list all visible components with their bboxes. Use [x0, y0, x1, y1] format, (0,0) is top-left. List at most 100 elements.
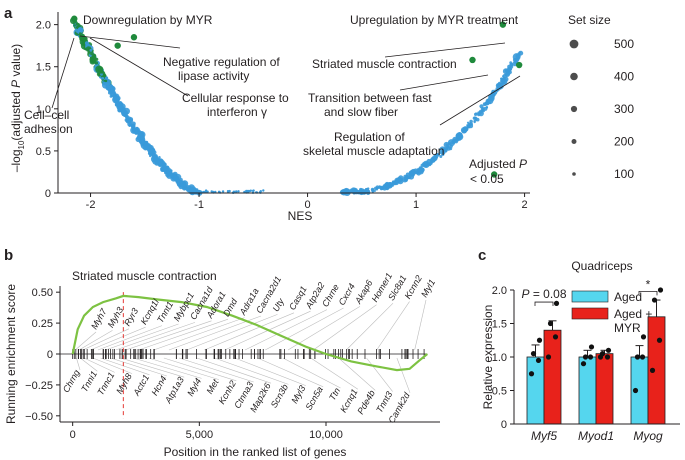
gene-set-point — [235, 190, 238, 193]
significance-bracket — [638, 290, 658, 296]
gene-set-point — [84, 41, 89, 46]
gene-label-top: Akap6 — [353, 278, 375, 306]
annotation-cell-adhesion-line2: adhesion — [24, 122, 73, 136]
gene-set-point — [123, 107, 130, 115]
gene-set-point — [382, 184, 386, 188]
panel-b-x-ticks: 0 5,000 10,000 — [70, 422, 343, 441]
gene-set-point — [472, 116, 476, 120]
gene-set-point — [100, 73, 103, 76]
size-legend-dot — [570, 105, 578, 113]
gene-set-point — [162, 162, 167, 167]
gene-set-point — [104, 79, 108, 83]
gene-set-point — [456, 133, 464, 141]
panel-a-x-label: NES — [288, 209, 313, 223]
gene-set-point — [122, 113, 126, 116]
gene-set-point — [179, 180, 184, 184]
y-tick-label: 0 — [501, 419, 507, 431]
gene-set-point — [465, 126, 469, 130]
gene-set-point — [184, 184, 187, 188]
bar-groups — [526, 287, 666, 425]
gene-label-bottom: Chrng — [61, 368, 82, 394]
data-point — [535, 357, 542, 363]
gene-leader-line — [120, 357, 185, 378]
gene-set-point — [237, 190, 240, 193]
gene-label-bottom: Myl4 — [185, 376, 203, 397]
panel-c-y-ticks: 0 0.5 1.0 1.5 2.0 — [492, 285, 514, 431]
highlighted-gene-set-point — [71, 15, 78, 22]
panel-b-y-label: Running enrichment score — [4, 284, 18, 424]
gene-leader-line — [204, 312, 295, 351]
gene-set-point — [401, 178, 404, 181]
gene-set-point — [99, 76, 102, 79]
gene-leader-line — [90, 326, 146, 351]
gene-set-point — [442, 147, 446, 151]
panel-c-label: c — [478, 247, 486, 264]
gene-set-point — [95, 57, 99, 61]
size-legend-dot — [570, 72, 578, 81]
size-legend-dot — [569, 39, 579, 49]
x-tick-label: 5,000 — [186, 429, 214, 441]
gene-leader-line — [100, 357, 150, 376]
data-point — [536, 337, 543, 343]
gene-label-top: Ryr3 — [122, 306, 140, 327]
y-tick-label: 2.0 — [492, 285, 507, 297]
gene-label-bottom: Met — [205, 377, 221, 395]
panel-a-label: a — [4, 5, 13, 22]
gene-set-point — [136, 129, 139, 132]
gene-set-point — [195, 188, 199, 191]
gene-leader-line — [234, 357, 306, 386]
gene-set-point — [143, 143, 149, 148]
gene-label-bottom: Actc1 — [131, 373, 151, 398]
gene-label-top: Myh3 — [106, 305, 126, 329]
panel-b-title: Striated muscle contraction — [72, 269, 217, 283]
highlighted-gene-set-point — [490, 171, 498, 178]
gene-set-point — [449, 147, 453, 151]
x-tick-label: 1 — [413, 199, 419, 211]
significance-p-value: P = 0.08 — [521, 287, 566, 301]
gene-set-point — [509, 63, 514, 67]
gene-leader-line — [214, 357, 289, 385]
gene-set-point — [433, 153, 439, 159]
y-tick-label: 0.5 — [492, 386, 507, 398]
gene-set-point — [479, 104, 484, 109]
panel-a-leader-lines — [51, 35, 521, 126]
gene-set-point — [105, 85, 110, 89]
size-legend-label: 200 — [614, 135, 634, 149]
category-label: Myf5 — [531, 429, 557, 443]
gene-set-point — [73, 24, 76, 27]
gene-set-point — [427, 162, 432, 166]
size-legend-title: Set size — [568, 13, 611, 27]
gene-set-point — [142, 136, 145, 140]
gene-set-point — [127, 121, 133, 127]
gene-set-point — [409, 170, 413, 175]
gene-set-point — [95, 65, 103, 74]
gene-set-point — [141, 141, 145, 145]
gene-set-point — [408, 174, 415, 180]
annotation-downregulation: Downregulation by MYR — [83, 13, 213, 27]
gene-leader-line — [92, 357, 133, 374]
y-tick-label: 0.5 — [36, 146, 51, 158]
bar — [595, 353, 614, 425]
gene-leader-line — [396, 357, 411, 393]
gene-set-point — [374, 186, 378, 190]
gene-set-point — [151, 153, 155, 157]
data-point — [553, 300, 560, 306]
gene-leader-line — [178, 357, 254, 383]
gene-set-point — [403, 174, 408, 179]
data-point — [656, 337, 663, 343]
highlighted-gene-set-point — [515, 61, 523, 69]
gene-set-point — [395, 178, 399, 182]
gene-set-point — [473, 120, 476, 123]
gene-set-point — [79, 34, 83, 39]
gene-set-point — [163, 167, 168, 171]
gene-set-point — [164, 171, 167, 175]
annotation-skeletal-line2: skeletal muscle adaptation — [303, 144, 444, 158]
gene-leader-line — [163, 357, 237, 382]
panel-b-x-label: Position in the ranked list of genes — [164, 445, 347, 459]
data-point — [599, 351, 606, 357]
gene-label-bottom: Myl3 — [289, 384, 307, 405]
data-point — [639, 354, 646, 360]
bar — [578, 356, 597, 425]
gene-set-point — [505, 72, 510, 77]
annotation-skeletal-line1: Regulation of — [334, 130, 405, 144]
